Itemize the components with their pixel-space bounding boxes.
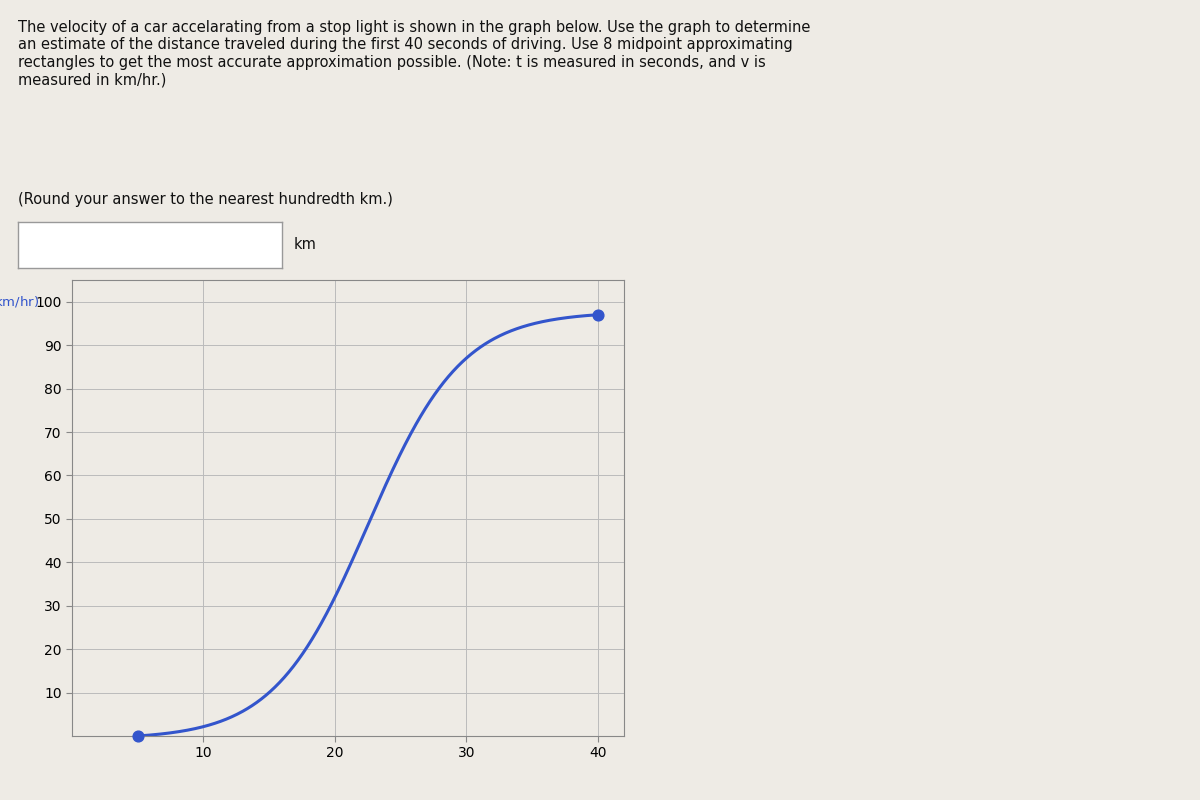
Text: km: km <box>294 238 317 252</box>
Point <box>128 730 148 742</box>
Text: (Round your answer to the nearest hundredth km.): (Round your answer to the nearest hundre… <box>18 192 392 207</box>
Point <box>588 308 607 321</box>
Text: $\mathit{v}$ (km/hr): $\mathit{v}$ (km/hr) <box>0 294 40 310</box>
Text: The velocity of a car accelarating from a stop light is shown in the graph below: The velocity of a car accelarating from … <box>18 20 810 87</box>
